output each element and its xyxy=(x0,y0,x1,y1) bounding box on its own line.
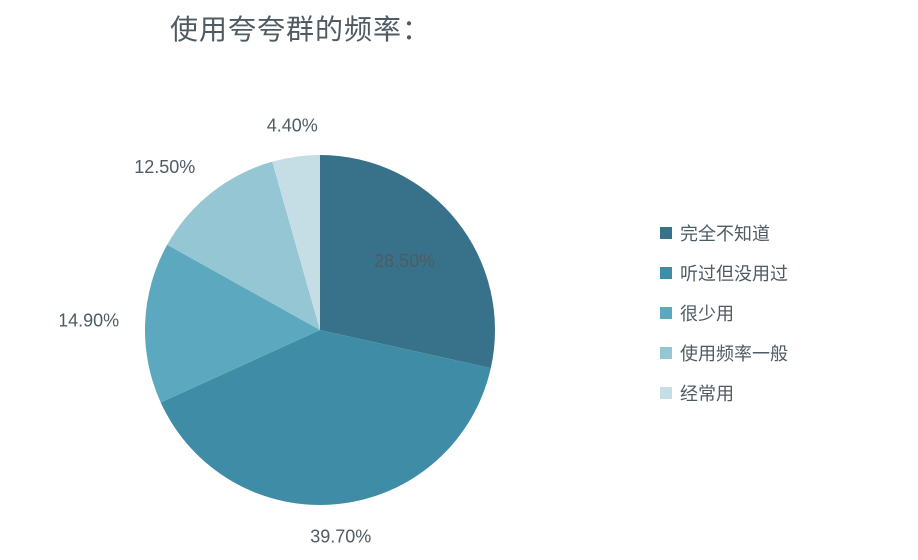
legend-swatch-1 xyxy=(660,267,672,279)
chart-container: 使用夸夸群的频率： 28.50%39.70%14.90%12.50%4.40% … xyxy=(0,0,918,560)
legend-label-0: 完全不知道 xyxy=(680,220,770,246)
legend-item-3: 使用频率一般 xyxy=(660,340,788,366)
legend-item-4: 经常用 xyxy=(660,380,788,406)
legend-label-3: 使用频率一般 xyxy=(680,340,788,366)
pie-svg: 28.50% 39.70% 14.90% 12.50% 4.40% xyxy=(60,70,580,550)
slice-label-0: 28.50% xyxy=(374,251,435,271)
slice-label-1: 39.70% xyxy=(310,527,371,547)
legend-swatch-2 xyxy=(660,307,672,319)
slice-label-4: 4.40% xyxy=(267,116,318,136)
legend-swatch-4 xyxy=(660,387,672,399)
legend-swatch-0 xyxy=(660,227,672,239)
legend-item-0: 完全不知道 xyxy=(660,220,788,246)
slice-label-3: 12.50% xyxy=(134,157,195,177)
legend-label-4: 经常用 xyxy=(680,380,734,406)
pie-area: 28.50% 39.70% 14.90% 12.50% 4.40% xyxy=(60,70,580,550)
legend-label-1: 听过但没用过 xyxy=(680,260,788,286)
legend-item-1: 听过但没用过 xyxy=(660,260,788,286)
legend-label-2: 很少用 xyxy=(680,300,734,326)
legend: 完全不知道听过但没用过很少用使用频率一般经常用 xyxy=(660,220,788,420)
chart-title: 使用夸夸群的频率： xyxy=(170,8,431,48)
slice-label-2: 14.90% xyxy=(60,311,119,331)
legend-swatch-3 xyxy=(660,347,672,359)
legend-item-2: 很少用 xyxy=(660,300,788,326)
